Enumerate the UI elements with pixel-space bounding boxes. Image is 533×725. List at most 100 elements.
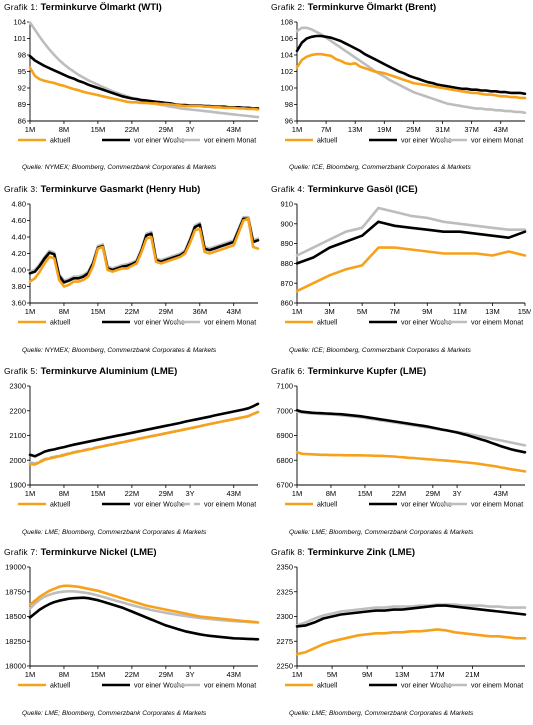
x-tick-label: 13M (348, 125, 363, 134)
chart-source: Quelle: NYMEX; Bloomberg, Commerzbank Co… (22, 347, 217, 354)
y-tick-label: 98 (18, 51, 26, 60)
x-tick-label: 1M (292, 125, 302, 134)
chart-label: Grafik 7: (4, 547, 38, 557)
y-tick-label: 910 (280, 200, 293, 209)
x-tick-label: 1M (292, 670, 302, 679)
legend-label: vor einem Monat (471, 502, 523, 509)
y-tick-label: 89 (18, 100, 26, 109)
x-tick-label: 1M (292, 307, 302, 316)
y-tick-label: 18750 (5, 587, 26, 596)
legend-label: vor einer Woche (134, 683, 185, 690)
y-tick-label: 101 (13, 34, 26, 43)
legend-label: vor einem Monat (471, 683, 523, 690)
chart-panel-brent: Grafik 2: Terminkurve Ölmarkt (Brent) 96… (271, 2, 531, 180)
x-tick-label: 15M (358, 489, 373, 498)
y-tick-label: 2275 (276, 637, 293, 646)
chart-title-text: Terminkurve Ölmarkt (Brent) (307, 2, 437, 13)
y-tick-label: 3.80 (11, 282, 26, 291)
x-tick-label: 8M (59, 489, 69, 498)
chart-label: Grafik 1: (4, 2, 38, 12)
chart-label: Grafik 3: (4, 184, 38, 194)
x-tick-label: 22M (392, 489, 407, 498)
x-tick-label: 21M (465, 670, 480, 679)
chart-label: Grafik 5: (4, 366, 38, 376)
x-tick-label: 43M (226, 125, 241, 134)
x-tick-label: 37M (464, 125, 479, 134)
legend-label: vor einer Woche (401, 320, 452, 327)
x-tick-label: 43M (493, 489, 508, 498)
series-line-vor-einer-woche (295, 34, 527, 96)
x-tick-label: 1M (292, 489, 302, 498)
x-tick-label: 1M (25, 307, 35, 316)
x-tick-label: 15M (518, 307, 531, 316)
x-tick-label: 3Y (185, 125, 194, 134)
x-tick-label: 7M (390, 307, 400, 316)
legend-label: vor einer Woche (401, 138, 452, 145)
series-line-vor-einem-monat (295, 410, 527, 447)
x-tick-label: 31M (435, 125, 450, 134)
series-line-aktuell (295, 52, 527, 100)
x-tick-label: 36M (192, 307, 207, 316)
legend-label: vor einer Woche (134, 320, 185, 327)
chart-source: Quelle: LME; Bloomberg, Commerzbank Corp… (289, 529, 474, 536)
x-tick-label: 15M (91, 307, 106, 316)
chart-source: Quelle: LME; Bloomberg, Commerzbank Corp… (22, 529, 207, 536)
y-tick-label: 2300 (9, 382, 26, 391)
legend-label: vor einer Woche (134, 138, 185, 145)
chart-title: Grafik 5: Terminkurve Aluminium (LME) (4, 366, 177, 377)
series-line-aktuell (295, 246, 527, 293)
x-tick-label: 15M (91, 489, 106, 498)
legend-label: aktuell (317, 138, 338, 145)
chart-title: Grafik 3: Terminkurve Gasmarkt (Henry Hu… (4, 184, 200, 195)
y-tick-label: 19000 (5, 563, 26, 572)
x-tick-label: 8M (59, 125, 69, 134)
series-line-aktuell (295, 451, 527, 473)
series-line-vor-einer-woche (28, 596, 260, 641)
y-tick-label: 96 (285, 117, 293, 126)
x-tick-label: 29M (159, 489, 174, 498)
y-tick-label: 3.60 (11, 299, 26, 308)
chart-title: Grafik 4: Terminkurve Gasöl (ICE) (271, 184, 418, 195)
chart-label: Grafik 6: (271, 366, 305, 376)
x-tick-label: 15M (91, 125, 106, 134)
chart-svg: 2250 2275 2300 2325 2350 1M 5M 9M 13M 17M 21M aktue… (276, 563, 527, 690)
legend-label: vor einem Monat (204, 320, 256, 327)
y-tick-label: 95 (18, 67, 26, 76)
legend-label: vor einer Woche (401, 502, 452, 509)
chart-panel-henry-hub: Grafik 3: Terminkurve Gasmarkt (Henry Hu… (4, 184, 264, 362)
y-tick-label: 4.00 (11, 266, 26, 275)
y-tick-label: 4.80 (11, 200, 26, 209)
y-tick-label: 2325 (276, 587, 293, 596)
x-tick-label: 5M (357, 307, 367, 316)
y-tick-label: 18250 (5, 637, 26, 646)
chart-svg: 860 870 880 890 900 910 1M 3M 5M 7M 9M 11M 13M 15M akt… (280, 200, 531, 327)
x-tick-label: 22M (125, 125, 140, 134)
legend-label: vor einem Monat (471, 138, 523, 145)
x-tick-label: 29M (159, 125, 174, 134)
y-tick-label: 86 (18, 117, 26, 126)
chart-svg: 96 98 100 102 104 106 108 1M 7M 13M 19M 25M 31M 37M 43… (280, 18, 527, 145)
y-tick-label: 18000 (5, 662, 26, 671)
x-tick-label: 8M (326, 489, 336, 498)
legend-label: vor einem Monat (204, 502, 256, 509)
x-tick-label: 5M (327, 670, 337, 679)
y-tick-label: 900 (280, 219, 293, 228)
chart-title-text: Terminkurve Aluminium (LME) (40, 366, 178, 377)
x-tick-label: 22M (125, 307, 140, 316)
series-line-vor-einer-woche (295, 220, 527, 265)
x-tick-label: 29M (159, 307, 174, 316)
x-tick-label: 22M (125, 670, 140, 679)
chart-svg: 6700 6800 6900 7000 7100 1M 8M 15M 22M 29M 3Y 43M ak… (276, 382, 527, 509)
y-tick-label: 2100 (9, 431, 26, 440)
y-tick-label: 2200 (9, 406, 26, 415)
chart-title: Grafik 8: Terminkurve Zink (LME) (271, 547, 415, 558)
chart-title: Grafik 6: Terminkurve Kupfer (LME) (271, 366, 426, 377)
chart-title: Grafik 1: Terminkurve Ölmarkt (WTI) (4, 2, 162, 13)
chart-source: Quelle: NYMEX; Bloomberg, Commerzbank Co… (22, 164, 217, 171)
x-tick-label: 8M (59, 670, 69, 679)
legend-label: vor einem Monat (204, 138, 256, 145)
x-tick-label: 1M (25, 125, 35, 134)
chart-source: Quelle: ICE, Bloomberg, Commerzbank Corp… (289, 164, 471, 171)
y-tick-label: 880 (280, 259, 293, 268)
y-tick-label: 7000 (276, 406, 293, 415)
